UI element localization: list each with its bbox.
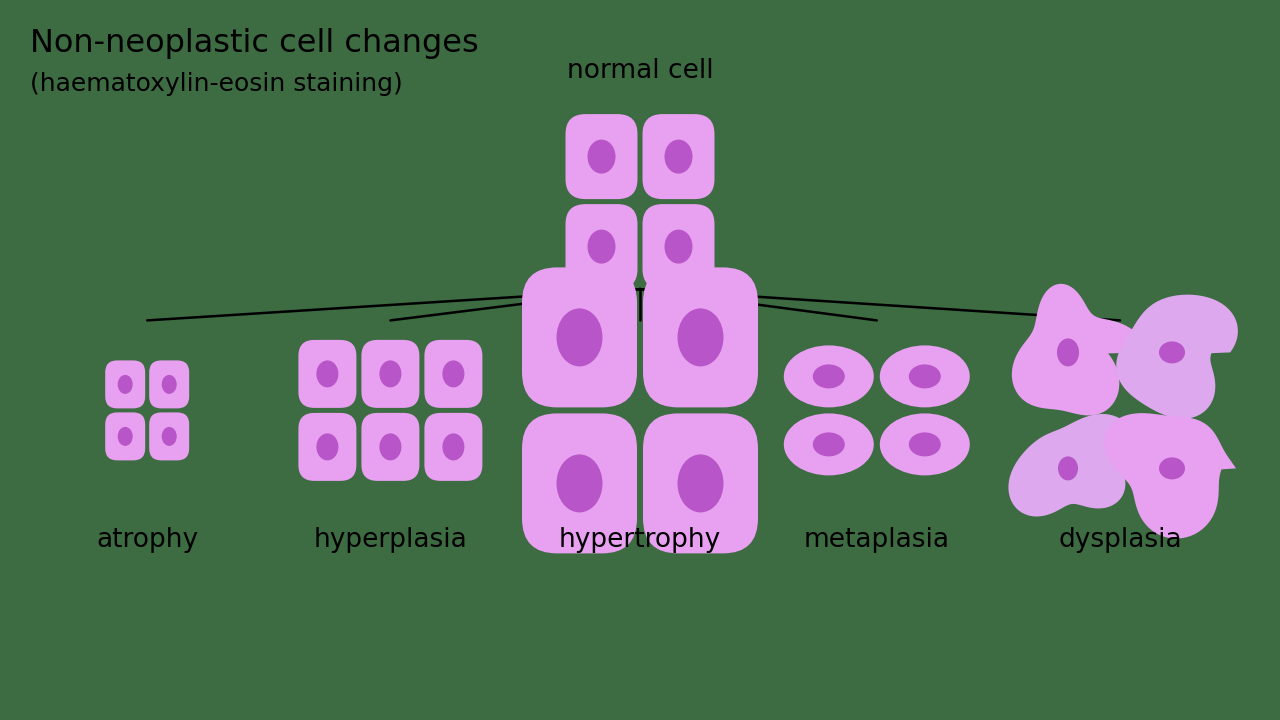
Polygon shape [1105,413,1236,539]
Text: (haematoxylin-eosin staining): (haematoxylin-eosin staining) [29,72,403,96]
Ellipse shape [783,413,874,475]
FancyBboxPatch shape [361,340,420,408]
Ellipse shape [379,433,402,460]
FancyBboxPatch shape [150,413,189,460]
FancyBboxPatch shape [643,413,758,554]
Ellipse shape [316,433,338,460]
Ellipse shape [677,454,723,513]
Ellipse shape [1158,457,1185,480]
Polygon shape [1009,414,1133,516]
Ellipse shape [813,433,845,456]
FancyBboxPatch shape [298,340,356,408]
Ellipse shape [118,375,133,394]
FancyBboxPatch shape [643,114,714,199]
FancyBboxPatch shape [425,413,483,481]
Ellipse shape [1059,456,1078,480]
Ellipse shape [443,361,465,387]
Polygon shape [1012,284,1148,415]
Ellipse shape [161,427,177,446]
Text: atrophy: atrophy [96,527,198,554]
FancyBboxPatch shape [425,340,483,408]
Ellipse shape [909,433,941,456]
Text: normal cell: normal cell [567,58,713,84]
Ellipse shape [118,427,133,446]
FancyBboxPatch shape [522,267,637,408]
Text: hypertrophy: hypertrophy [559,527,721,554]
FancyBboxPatch shape [105,413,145,460]
FancyBboxPatch shape [566,114,637,199]
Ellipse shape [1057,338,1079,366]
FancyBboxPatch shape [361,413,420,481]
Ellipse shape [316,361,338,387]
Ellipse shape [161,375,177,394]
FancyBboxPatch shape [150,361,189,408]
Ellipse shape [879,413,970,475]
Ellipse shape [879,346,970,408]
Ellipse shape [909,364,941,388]
Ellipse shape [588,230,616,264]
Ellipse shape [664,140,692,174]
Ellipse shape [783,346,874,408]
FancyBboxPatch shape [105,361,145,408]
FancyBboxPatch shape [298,413,356,481]
Ellipse shape [813,364,845,388]
Ellipse shape [443,433,465,460]
Text: dysplasia: dysplasia [1059,527,1181,554]
Ellipse shape [677,308,723,366]
Ellipse shape [588,140,616,174]
Text: Non-neoplastic cell changes: Non-neoplastic cell changes [29,28,479,59]
FancyBboxPatch shape [643,267,758,408]
Ellipse shape [379,361,402,387]
Ellipse shape [557,454,603,513]
Text: hyperplasia: hyperplasia [314,527,467,554]
Text: metaplasia: metaplasia [804,527,950,554]
Ellipse shape [1158,341,1185,364]
FancyBboxPatch shape [566,204,637,289]
Polygon shape [1116,294,1238,419]
Ellipse shape [557,308,603,366]
Ellipse shape [664,230,692,264]
FancyBboxPatch shape [522,413,637,554]
FancyBboxPatch shape [643,204,714,289]
